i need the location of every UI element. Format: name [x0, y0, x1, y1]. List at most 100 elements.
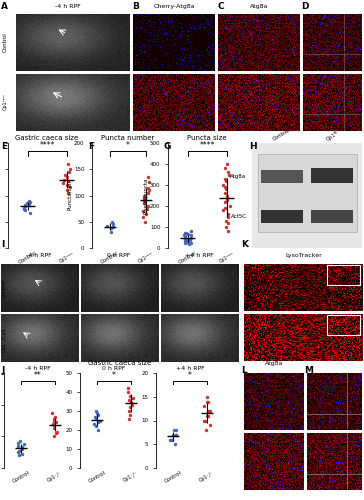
Title: 0 h RPF: 0 h RPF — [102, 366, 126, 371]
Point — [142, 194, 147, 202]
Point — [167, 436, 173, 444]
Text: Control: Control — [246, 278, 251, 296]
Y-axis label: Puncta/cell: Puncta/cell — [67, 180, 72, 210]
Point — [51, 415, 57, 423]
Text: *: * — [188, 370, 192, 380]
Point — [182, 234, 188, 241]
Point — [65, 190, 71, 198]
Text: F: F — [88, 142, 94, 151]
Text: *: * — [126, 142, 130, 150]
Bar — [311, 210, 353, 223]
Point — [65, 177, 71, 185]
Point — [127, 403, 132, 411]
Point — [145, 189, 150, 197]
Point — [182, 238, 188, 246]
Text: Cp1⁻/⁻: Cp1⁻/⁻ — [199, 470, 215, 482]
Point — [201, 416, 207, 424]
Text: Cp1ᴿᴿᵂ: Cp1ᴿᴿᵂ — [218, 251, 235, 264]
Text: LysoTracker: LysoTracker — [286, 253, 323, 258]
Point — [67, 165, 73, 173]
Text: Control: Control — [2, 278, 7, 297]
Text: Cp1⁻/⁻: Cp1⁻/⁻ — [47, 470, 63, 482]
Bar — [327, 265, 360, 285]
Point — [204, 398, 210, 406]
Point — [21, 205, 27, 213]
Point — [184, 234, 190, 242]
Point — [126, 414, 132, 422]
Point — [127, 411, 133, 419]
Point — [95, 426, 101, 434]
Point — [223, 185, 229, 193]
Point — [143, 210, 149, 218]
Point — [182, 232, 187, 240]
Point — [203, 426, 209, 434]
Point — [54, 429, 59, 437]
Point — [92, 412, 98, 420]
Bar — [261, 210, 302, 223]
Point — [225, 212, 231, 220]
Text: ****: **** — [199, 142, 215, 150]
Point — [50, 420, 56, 428]
Point — [183, 235, 189, 243]
Point — [110, 223, 116, 231]
Point — [182, 230, 188, 237]
Point — [170, 430, 176, 439]
Point — [64, 181, 70, 189]
Point — [65, 160, 71, 168]
Point — [187, 236, 193, 244]
Point — [223, 223, 229, 231]
Point — [204, 412, 210, 420]
Point — [51, 424, 56, 432]
Point — [61, 176, 67, 184]
Point — [225, 219, 231, 227]
Point — [202, 416, 207, 424]
Text: -4 h RPF: -4 h RPF — [55, 4, 81, 9]
Point — [189, 240, 194, 248]
Point — [224, 196, 230, 203]
Point — [207, 407, 213, 415]
Point — [144, 204, 150, 212]
Text: Atg8a: Atg8a — [250, 4, 268, 9]
Point — [109, 218, 115, 226]
Point — [205, 412, 211, 420]
Point — [15, 448, 21, 456]
Point — [225, 227, 230, 235]
Text: -4 h RPF: -4 h RPF — [26, 253, 52, 258]
Point — [110, 220, 116, 228]
Point — [25, 200, 31, 208]
Point — [141, 200, 147, 207]
Point — [67, 183, 73, 191]
Point — [173, 430, 179, 439]
Point — [95, 411, 101, 419]
Point — [16, 452, 22, 460]
Text: J: J — [1, 366, 4, 375]
Point — [227, 202, 233, 210]
Point — [54, 428, 60, 436]
Point — [224, 192, 230, 200]
Point — [91, 420, 97, 428]
Text: Gastric caeca size: Gastric caeca size — [88, 360, 152, 366]
Point — [223, 216, 229, 224]
Text: Control: Control — [246, 392, 251, 410]
Text: A: A — [1, 2, 8, 11]
Point — [60, 179, 66, 187]
Point — [128, 398, 134, 406]
Text: Cp1⁻/⁻: Cp1⁻/⁻ — [123, 470, 139, 482]
Point — [145, 202, 151, 210]
Point — [17, 437, 23, 445]
Point — [224, 160, 230, 168]
Point — [186, 240, 191, 248]
Text: Control: Control — [87, 470, 107, 484]
Point — [25, 199, 31, 207]
Point — [22, 201, 28, 209]
Point — [225, 168, 231, 176]
Text: Cp1⁻/Cp1⁻: Cp1⁻/Cp1⁻ — [246, 448, 251, 474]
Text: E: E — [1, 142, 7, 151]
Title: -4 h RPF: -4 h RPF — [25, 366, 51, 371]
Point — [222, 174, 228, 182]
Point — [126, 396, 132, 404]
Point — [141, 192, 147, 200]
Title: +4 h RPF: +4 h RPF — [175, 366, 204, 371]
Text: B: B — [132, 2, 139, 11]
Text: Atg8a: Atg8a — [230, 174, 246, 179]
